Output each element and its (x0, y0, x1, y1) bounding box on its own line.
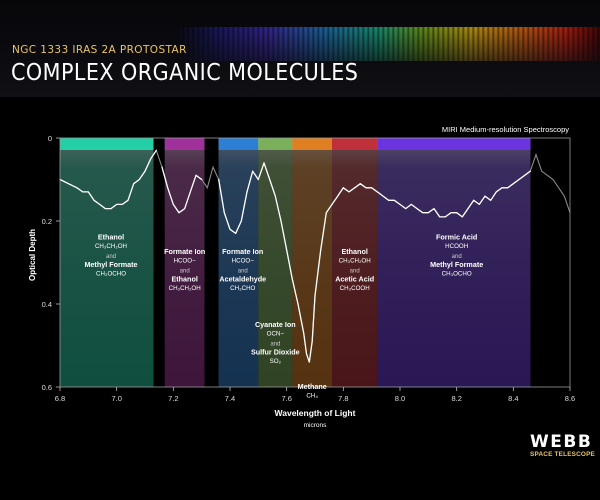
molecule-name: Formic Acid (436, 233, 477, 242)
molecule-name: Ethanol (341, 247, 367, 256)
conjunction: and (180, 269, 190, 275)
molecule-name: Cyanate Ion (255, 320, 296, 329)
y-tick-label: 0.4 (42, 300, 52, 309)
x-tick-label: 7.2 (168, 394, 178, 403)
y-axis-label: Optical Depth (28, 229, 37, 281)
spectrum-rainbow-strip (175, 27, 600, 61)
x-tick-label: 8.4 (508, 394, 518, 403)
band-7-cap (377, 138, 531, 150)
conjunction: and (238, 269, 248, 275)
band-4-cap (258, 138, 293, 150)
molecule-name: Methyl Formate (84, 260, 137, 269)
molecule-formula: CH₃CH₂OH (95, 243, 127, 250)
molecule-bands (60, 138, 531, 387)
band-6-cap (332, 138, 378, 150)
molecule-name: Acetic Acid (335, 275, 374, 284)
molecule-name: Sulfur Dioxide (251, 347, 300, 356)
molecule-formula: CH₃CHO (230, 285, 255, 292)
x-tick-label: 8.2 (451, 394, 461, 403)
molecule-formula: CH₃CH₂OH (339, 258, 371, 265)
band-5-cap (292, 138, 332, 150)
molecule-formula: CH₃CH₂OH (169, 285, 201, 292)
molecule-formula: CH₄ (306, 393, 318, 400)
band-1-cap (60, 138, 154, 150)
band-2-shade (164, 150, 205, 387)
webb-logo: WEBB SPACE TELESCOPE (530, 433, 596, 458)
x-tick-label: 8.6 (565, 394, 575, 403)
x-axis-label: Wavelength of Light (275, 408, 356, 418)
x-tick-label: 7.4 (225, 394, 235, 403)
molecule-formula: HCOO− (232, 258, 255, 265)
molecule-formula: SO₂ (270, 358, 282, 365)
conjunction: and (106, 254, 116, 260)
instrument-annotation: MIRI Medium-resolution Spectroscopy (442, 125, 569, 134)
conjunction: and (350, 269, 360, 275)
conjunction: and (270, 341, 280, 347)
molecule-formula: HCOOH (445, 243, 468, 250)
page-title: COMPLEX ORGANIC MOLECULES (11, 60, 359, 86)
molecule-formula: CH₃COOH (340, 285, 370, 292)
band-3-shade (218, 150, 259, 387)
plot-frame (59, 137, 571, 388)
band-6-shade (332, 150, 378, 387)
header-panel: NGC 1333 IRAS 2A PROTOSTAR COMPLEX ORGAN… (0, 0, 600, 97)
molecule-formula: HCOO− (174, 258, 197, 265)
x-tick-label: 6.8 (55, 394, 65, 403)
band-3-cap (218, 138, 259, 150)
molecule-name: Formate Ion (164, 247, 205, 256)
molecule-label-5: Methane CH₄ (298, 382, 327, 400)
band-5-shade (292, 150, 332, 387)
x-axis-unit: microns (304, 422, 328, 429)
band-2-cap (164, 138, 205, 150)
band-7-shade (377, 150, 531, 387)
molecule-name: Methyl Formate (430, 260, 483, 269)
y-tick-label: 0.2 (42, 217, 52, 226)
spectrum-line-white (59, 149, 531, 363)
x-tick-label: 7.6 (281, 394, 291, 403)
conjunction: and (452, 254, 462, 260)
molecule-name: Ethanol (98, 233, 124, 242)
molecule-name: Ethanol (171, 275, 197, 284)
spectrum-curve (59, 149, 571, 363)
x-tick-label: 8.0 (395, 394, 405, 403)
y-tick-label: 0 (48, 134, 52, 143)
molecule-formula: CH₃OCHO (96, 271, 126, 278)
band-4-shade (258, 150, 293, 387)
chart-axes: 6.8 7.0 7.2 7.4 7.6 7.8 8.0 8.2 8.4 8.6 0 0.2 0.4 0.6 (42, 134, 576, 403)
band-1-shade (60, 150, 154, 387)
molecule-formula: CH₃OCHO (442, 271, 472, 278)
page-subtitle: NGC 1333 IRAS 2A PROTOSTAR (12, 44, 187, 56)
molecule-name: Methane (298, 382, 327, 391)
webb-wordmark: WEBB (530, 432, 593, 452)
y-tick-label: 0.6 (42, 383, 52, 392)
molecule-name: Acetaldehyde (219, 275, 266, 284)
webb-tagline: SPACE TELESCOPE (530, 451, 596, 458)
x-tick-label: 7.0 (111, 394, 121, 403)
molecule-name: Formate Ion (222, 247, 263, 256)
x-tick-label: 7.8 (338, 394, 348, 403)
molecule-formula: OCN− (267, 330, 285, 337)
